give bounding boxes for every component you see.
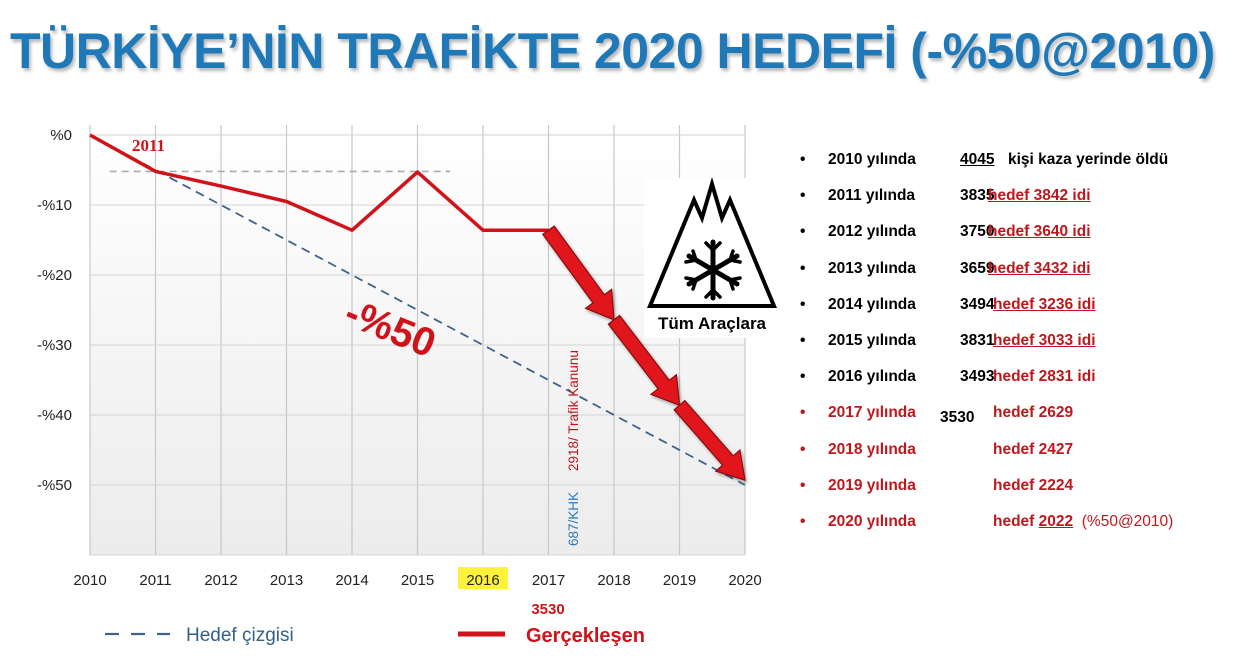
x-tick-label: 2013 [270,572,303,589]
x-tick-label: 2012 [204,572,237,589]
actual-line [89,133,549,232]
y-tick-labels: %0 -%10 -%20 -%30 -%40 -%50 [37,127,72,494]
fact-year: 2010 yılında [828,151,916,168]
fact-target: hedef 3842 idi [988,187,1091,205]
fact-year: 2015 yılında [828,331,916,349]
fact-target: hedef 2629 [993,404,1074,422]
x-tick-label: 2015 [401,572,434,589]
y-tick-label: %0 [50,127,72,144]
fact-deaths: 4045 [960,151,995,168]
fact-target: hedef 3640 idi [988,223,1091,241]
fact-deaths: 3750 [960,223,995,241]
highlight-box [458,567,508,589]
x-tick-label: 2020 [728,572,761,589]
x-tick-label: 2010 [73,572,106,589]
fact-year: 2019 yılında [828,476,916,494]
annotation-law-2918: 2918/ Trafik Kanunu [566,350,581,471]
target-line [89,134,746,486]
x-tick-label: 2011 [139,572,171,589]
fact-target: hedef 3033 idi [993,331,1096,349]
chart: %0-%10-%20-%30-%40-%50 2010 2011 2012 2013 2… [37,125,762,647]
fact-deaths: 3659 [960,259,995,277]
fact-target-value: 2022 [1038,512,1074,530]
legend-target-label: Hedef çizgisi [186,625,294,646]
fact-year: 2014 yılında [828,295,916,313]
y-tick-label: -%30 [37,337,72,354]
annotation-value-3530: 3530 [531,601,564,618]
fact-target: hedef 3432 idi [988,259,1091,277]
fact-year: 2013 yılında [828,259,916,277]
fact-deaths: 3530 [940,409,975,427]
fact-year: 2017 yılında [828,404,916,422]
annotation-khk-687: 687/KHK [566,492,581,546]
fact-target: hedef 2427 [993,440,1074,458]
fact-deaths: 3494 [960,295,995,313]
x-tick-labels: 2010 2011 2012 2013 2014 2015 2016 2017 2018 2019… [73,567,762,589]
fact-target: hedef 2224 [993,476,1074,494]
y-tick-label: -%20 [37,267,72,284]
x-tick-label: 2019 [663,572,696,589]
grid [89,125,746,556]
annotation-2011: 2011 [132,136,165,155]
legend: Hedef çizgisi Gerçekleşen [105,625,645,647]
projection-arrows [541,225,746,481]
winter-sign: Tüm Araçlara [644,176,780,338]
projection-arrow [673,399,746,481]
fact-deaths: 3835 [960,187,995,205]
x-tick-label: 2017 [532,572,565,589]
fact-year: 2011 yılında [828,187,916,205]
fact-target: hedef 2831 idi [993,368,1096,386]
fact-note: (%50@2010) [1081,512,1174,530]
y-tick-label: -%40 [37,407,72,424]
x-tick-label: 2014 [335,572,368,589]
fact-year: 2020 yılında [828,512,916,530]
fact-year: 2016 yılında [828,368,916,386]
snowflake-mountain-icon [647,176,777,308]
fact-target: hedef 3236 idi [993,295,1096,313]
sign-label: Tüm Araçlara [657,314,767,333]
projection-arrow [541,225,615,321]
fact-year: 2012 yılında [828,223,916,241]
fact-target: kişi kaza yerinde öldü [1008,151,1169,168]
legend-actual-label: Gerçekleşen [526,625,645,647]
projection-arrow [607,314,681,407]
fact-year: 2018 yılında [828,440,916,458]
y-tick-label: -%10 [37,197,72,214]
fact-target: hedef 2022 (%50@2010) [993,510,1173,534]
y-tick-label: -%50 [37,477,72,494]
fact-deaths: 3493 [960,368,995,386]
series-layer [89,133,746,486]
x-tick-label: 2018 [597,572,630,589]
x-tick-label: 2016 [466,572,499,589]
fact-deaths: 3831 [960,331,995,349]
page-title: TÜRKİYE’NİN TRAFİKTE 2020 HEDEFİ (-%50@2… [10,23,1215,79]
fact-target-prefix: hedef [993,512,1035,530]
